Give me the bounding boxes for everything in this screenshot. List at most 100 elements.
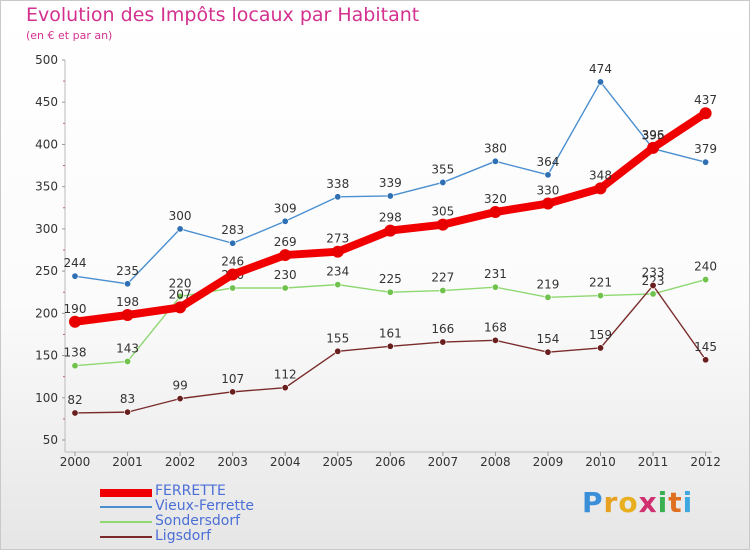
label-sondersdorf-2008: 231	[484, 267, 507, 281]
label-ligsdorf-2011: 233	[642, 265, 665, 279]
x-tick-label-2011: 2011	[638, 455, 669, 469]
point-ferrette-2007	[436, 218, 449, 231]
y-tick-label-450: 450	[35, 95, 58, 109]
label-ferrette-2007: 305	[431, 205, 454, 219]
logo-letter-p: P	[582, 486, 604, 519]
point-vieux-ferrette-2001	[124, 280, 132, 288]
point-ligsdorf-2010	[596, 344, 604, 352]
label-vieux-ferrette-2010: 474	[589, 62, 612, 76]
x-tick-label-2005: 2005	[322, 455, 353, 469]
point-vieux-ferrette-2004	[281, 217, 289, 225]
x-tick-label-2008: 2008	[480, 455, 511, 469]
label-vieux-ferrette-2000: 244	[64, 256, 87, 270]
point-sondersdorf-2008	[491, 283, 499, 291]
y-tick-label-500: 500	[35, 53, 58, 67]
y-tick-label-150: 150	[35, 349, 58, 363]
x-tick-label-2003: 2003	[217, 455, 248, 469]
logo-letter-i2: i	[682, 486, 694, 519]
y-tick-label-200: 200	[35, 306, 58, 320]
legend-label-ferrette: FERRETTE	[155, 483, 226, 499]
point-ferrette-2000	[69, 315, 81, 328]
label-sondersdorf-2005: 234	[326, 265, 349, 279]
label-ferrette-2003: 246	[221, 254, 244, 268]
x-tick-label-2001: 2001	[112, 455, 143, 469]
x-tick-label-2002: 2002	[165, 455, 196, 469]
point-ligsdorf-2008	[491, 336, 499, 344]
label-ligsdorf-2000: 82	[67, 393, 82, 407]
label-ligsdorf-2003: 107	[221, 372, 244, 386]
point-ligsdorf-2005	[334, 347, 342, 355]
label-vieux-ferrette-2001: 235	[116, 264, 139, 278]
point-ligsdorf-2006	[386, 342, 394, 350]
legend-swatch-vieux-ferrette	[100, 506, 152, 508]
point-sondersdorf-2001	[124, 357, 132, 365]
label-ferrette-2000: 190	[64, 302, 87, 316]
label-vieux-ferrette-2012: 379	[694, 142, 717, 156]
y-tick-label-350: 350	[35, 180, 58, 194]
label-sondersdorf-2010: 221	[589, 276, 612, 290]
legend-swatch-ligsdorf	[100, 536, 152, 538]
point-vieux-ferrette-2003	[229, 239, 237, 247]
x-tick-label-2012: 2012	[690, 455, 721, 469]
proxiti-logo: Proxiti	[582, 486, 693, 519]
point-sondersdorf-2012	[702, 276, 710, 284]
x-tick-label-2004: 2004	[270, 455, 301, 469]
label-ferrette-2005: 273	[326, 232, 349, 246]
point-sondersdorf-2004	[281, 284, 289, 292]
point-sondersdorf-2011	[649, 290, 657, 298]
chart-subtitle: (en € et par an)	[26, 29, 113, 42]
point-sondersdorf-2005	[334, 281, 342, 289]
x-tick-label-2006: 2006	[375, 455, 406, 469]
label-ferrette-2012: 437	[694, 93, 717, 107]
x-tick-label-2000: 2000	[60, 455, 91, 469]
point-vieux-ferrette-2002	[176, 225, 184, 233]
label-sondersdorf-2000: 138	[64, 346, 87, 360]
point-vieux-ferrette-2008	[491, 157, 499, 165]
label-ligsdorf-2010: 159	[589, 328, 612, 342]
y-tick-label-300: 300	[35, 222, 58, 236]
x-tick-label-2007: 2007	[428, 455, 459, 469]
point-vieux-ferrette-2009	[544, 171, 552, 179]
legend-label-ligsdorf: Ligsdorf	[155, 528, 212, 544]
point-sondersdorf-2003	[229, 284, 237, 292]
label-vieux-ferrette-2008: 380	[484, 141, 507, 155]
label-vieux-ferrette-2009: 364	[536, 155, 559, 169]
point-sondersdorf-2007	[439, 287, 447, 295]
point-ligsdorf-2004	[281, 384, 289, 392]
label-sondersdorf-2012: 240	[694, 260, 717, 274]
label-ferrette-2010: 348	[589, 168, 612, 182]
label-ligsdorf-2005: 155	[326, 331, 349, 345]
point-vieux-ferrette-2012	[702, 158, 710, 166]
label-ligsdorf-2004: 112	[274, 368, 297, 382]
label-vieux-ferrette-2002: 300	[169, 209, 192, 223]
label-ferrette-2006: 298	[379, 211, 402, 225]
point-ferrette-2006	[384, 224, 397, 237]
point-sondersdorf-2010	[596, 292, 604, 300]
label-vieux-ferrette-2006: 339	[379, 176, 402, 190]
point-ferrette-2010	[594, 182, 607, 195]
label-ligsdorf-2002: 99	[172, 379, 187, 393]
point-ligsdorf-2007	[439, 338, 447, 346]
point-ligsdorf-2000	[71, 409, 79, 417]
point-ligsdorf-2011	[649, 281, 657, 289]
label-ferrette-2009: 330	[536, 184, 559, 198]
label-sondersdorf-2007: 227	[431, 271, 454, 285]
point-vieux-ferrette-2000	[71, 272, 79, 280]
point-ferrette-2011	[647, 141, 660, 154]
logo-letter-x: x	[638, 486, 658, 519]
label-vieux-ferrette-2007: 355	[431, 162, 454, 176]
label-sondersdorf-2004: 230	[274, 268, 297, 282]
point-ligsdorf-2012	[702, 356, 710, 364]
point-ligsdorf-2002	[176, 395, 184, 403]
label-vieux-ferrette-2011: 395	[642, 129, 665, 143]
point-vieux-ferrette-2010	[596, 78, 604, 86]
logo-letter-o: o	[618, 486, 639, 519]
label-ferrette-2004: 269	[274, 235, 297, 249]
point-ferrette-2008	[489, 206, 502, 218]
chart-title: Evolution des Impôts locaux par Habitant	[26, 4, 420, 26]
label-ligsdorf-2012: 145	[694, 340, 717, 354]
point-sondersdorf-2002	[176, 292, 184, 300]
point-ligsdorf-2001	[124, 408, 132, 416]
label-vieux-ferrette-2005: 338	[326, 177, 349, 191]
